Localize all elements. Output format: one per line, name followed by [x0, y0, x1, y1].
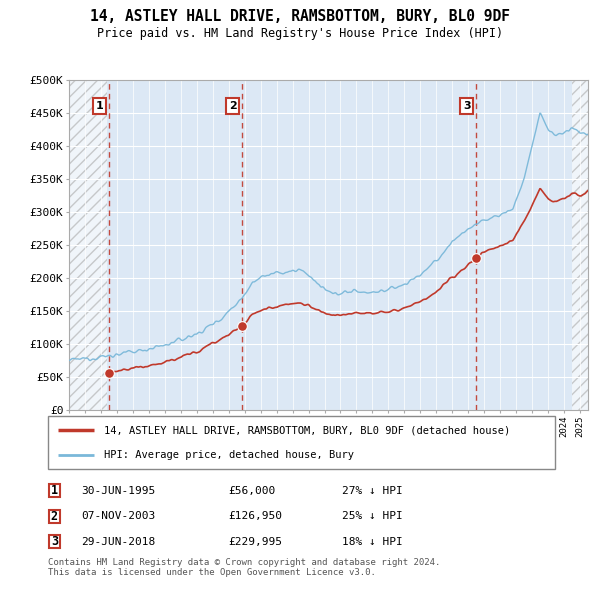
FancyBboxPatch shape — [48, 416, 555, 469]
Text: 14, ASTLEY HALL DRIVE, RAMSBOTTOM, BURY, BL0 9DF (detached house): 14, ASTLEY HALL DRIVE, RAMSBOTTOM, BURY,… — [104, 425, 510, 435]
Text: 3: 3 — [463, 101, 470, 111]
Text: 18% ↓ HPI: 18% ↓ HPI — [342, 537, 403, 547]
Text: 2: 2 — [51, 510, 58, 523]
Bar — [69, 80, 107, 410]
FancyBboxPatch shape — [49, 484, 60, 497]
Text: Price paid vs. HM Land Registry's House Price Index (HPI): Price paid vs. HM Land Registry's House … — [97, 27, 503, 40]
Text: £126,950: £126,950 — [228, 512, 282, 521]
Bar — [572, 80, 588, 410]
Text: 25% ↓ HPI: 25% ↓ HPI — [342, 512, 403, 521]
Text: £229,995: £229,995 — [228, 537, 282, 547]
Text: 29-JUN-2018: 29-JUN-2018 — [81, 537, 155, 547]
Text: 30-JUN-1995: 30-JUN-1995 — [81, 486, 155, 496]
Text: 27% ↓ HPI: 27% ↓ HPI — [342, 486, 403, 496]
FancyBboxPatch shape — [49, 510, 60, 523]
Text: 3: 3 — [51, 535, 58, 548]
Text: Contains HM Land Registry data © Crown copyright and database right 2024.
This d: Contains HM Land Registry data © Crown c… — [48, 558, 440, 577]
Text: £56,000: £56,000 — [228, 486, 275, 496]
Text: 1: 1 — [51, 484, 58, 497]
Text: HPI: Average price, detached house, Bury: HPI: Average price, detached house, Bury — [104, 450, 354, 460]
FancyBboxPatch shape — [49, 535, 60, 549]
Text: 2: 2 — [229, 101, 236, 111]
Text: 1: 1 — [95, 101, 103, 111]
Text: 14, ASTLEY HALL DRIVE, RAMSBOTTOM, BURY, BL0 9DF: 14, ASTLEY HALL DRIVE, RAMSBOTTOM, BURY,… — [90, 9, 510, 24]
Text: 07-NOV-2003: 07-NOV-2003 — [81, 512, 155, 521]
